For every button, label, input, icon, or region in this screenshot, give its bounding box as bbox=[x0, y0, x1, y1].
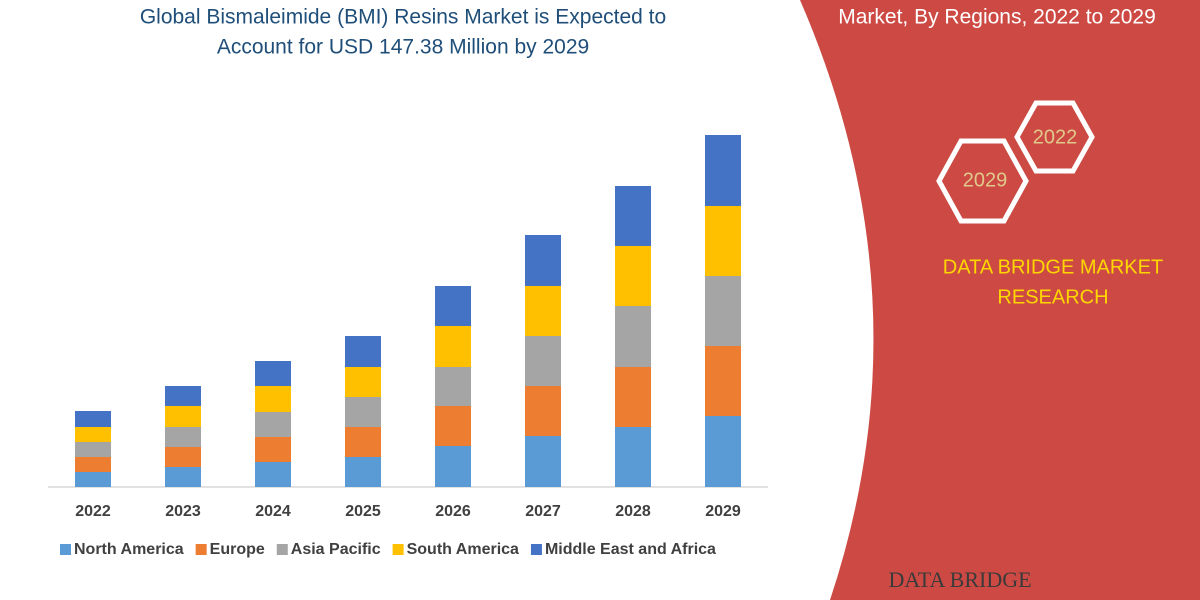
x-tick-label: 2029 bbox=[705, 503, 741, 520]
hexagon bbox=[936, 138, 1029, 224]
chart-title: Global Bismaleimide (BMI) Resins Market … bbox=[140, 6, 666, 29]
legend-swatch bbox=[276, 544, 288, 555]
bar-segment bbox=[525, 336, 561, 386]
legend-label: South America bbox=[407, 541, 519, 558]
bar-segment bbox=[75, 442, 111, 457]
legend-label: North America bbox=[74, 541, 184, 558]
bar-segment bbox=[75, 457, 111, 472]
bar-segment bbox=[255, 437, 291, 462]
hexagon-label: 2022 bbox=[1033, 126, 1078, 148]
bar-segment bbox=[75, 411, 111, 427]
bar-segment bbox=[345, 457, 381, 487]
bar-segment bbox=[705, 416, 741, 487]
red-panel bbox=[800, 0, 1200, 600]
bar-segment bbox=[615, 367, 651, 427]
bar-segment bbox=[345, 427, 381, 457]
bar-segment bbox=[435, 286, 471, 326]
x-tick-label: 2022 bbox=[75, 503, 111, 520]
bar-segment bbox=[345, 336, 381, 367]
legend-label: Middle East and Africa bbox=[545, 541, 716, 558]
legend-label: Asia Pacific bbox=[291, 541, 381, 558]
chart-title: Account for USD 147.38 Million by 2029 bbox=[217, 36, 589, 59]
bar-segment bbox=[435, 406, 471, 446]
legend-swatch bbox=[60, 544, 71, 555]
bar-segment bbox=[75, 427, 111, 442]
bar-segment bbox=[615, 306, 651, 367]
legend-swatch bbox=[530, 544, 542, 555]
x-tick-label: 2024 bbox=[255, 503, 291, 520]
bar-segment bbox=[435, 367, 471, 406]
bar-segment bbox=[435, 446, 471, 487]
bar-segment bbox=[255, 412, 291, 437]
bar-segment bbox=[255, 462, 291, 487]
legend-swatch bbox=[392, 544, 404, 555]
bar-segment bbox=[615, 186, 651, 246]
bar-segment bbox=[705, 346, 741, 416]
bar-segment bbox=[525, 286, 561, 336]
logo-text: DATA BRIDGE bbox=[888, 567, 1031, 592]
hexagon bbox=[1014, 100, 1095, 174]
bar-segment bbox=[705, 206, 741, 276]
x-tick-label: 2027 bbox=[525, 503, 561, 520]
bar-segment bbox=[255, 386, 291, 412]
brand-text: RESEARCH bbox=[997, 286, 1108, 308]
bar-segment bbox=[615, 427, 651, 487]
bar-segment bbox=[525, 436, 561, 487]
bar-segment bbox=[345, 367, 381, 397]
x-tick-label: 2028 bbox=[615, 503, 651, 520]
bar-segment bbox=[705, 135, 741, 206]
hexagon-label: 2029 bbox=[963, 169, 1008, 191]
bar-segment bbox=[255, 361, 291, 386]
bar-segment bbox=[435, 326, 471, 367]
x-tick-label: 2026 bbox=[435, 503, 471, 520]
x-tick-label: 2025 bbox=[345, 503, 381, 520]
brand-text: DATA BRIDGE MARKET bbox=[943, 256, 1163, 278]
bar-segment bbox=[165, 406, 201, 427]
bar-segment bbox=[525, 386, 561, 436]
bar-segment bbox=[705, 276, 741, 346]
bar-segment bbox=[525, 235, 561, 286]
bar-segment bbox=[165, 447, 201, 467]
bar-segment bbox=[165, 427, 201, 447]
x-tick-label: 2023 bbox=[165, 503, 201, 520]
bar-segment bbox=[165, 386, 201, 406]
bar-segment bbox=[615, 246, 651, 306]
legend-label: Europe bbox=[210, 541, 265, 558]
legend-swatch bbox=[195, 544, 207, 555]
bar-segment bbox=[75, 472, 111, 487]
bar-segment bbox=[345, 397, 381, 427]
panel-subtitle: Market, By Regions, 2022 to 2029 bbox=[838, 6, 1156, 29]
bar-segment bbox=[165, 467, 201, 487]
